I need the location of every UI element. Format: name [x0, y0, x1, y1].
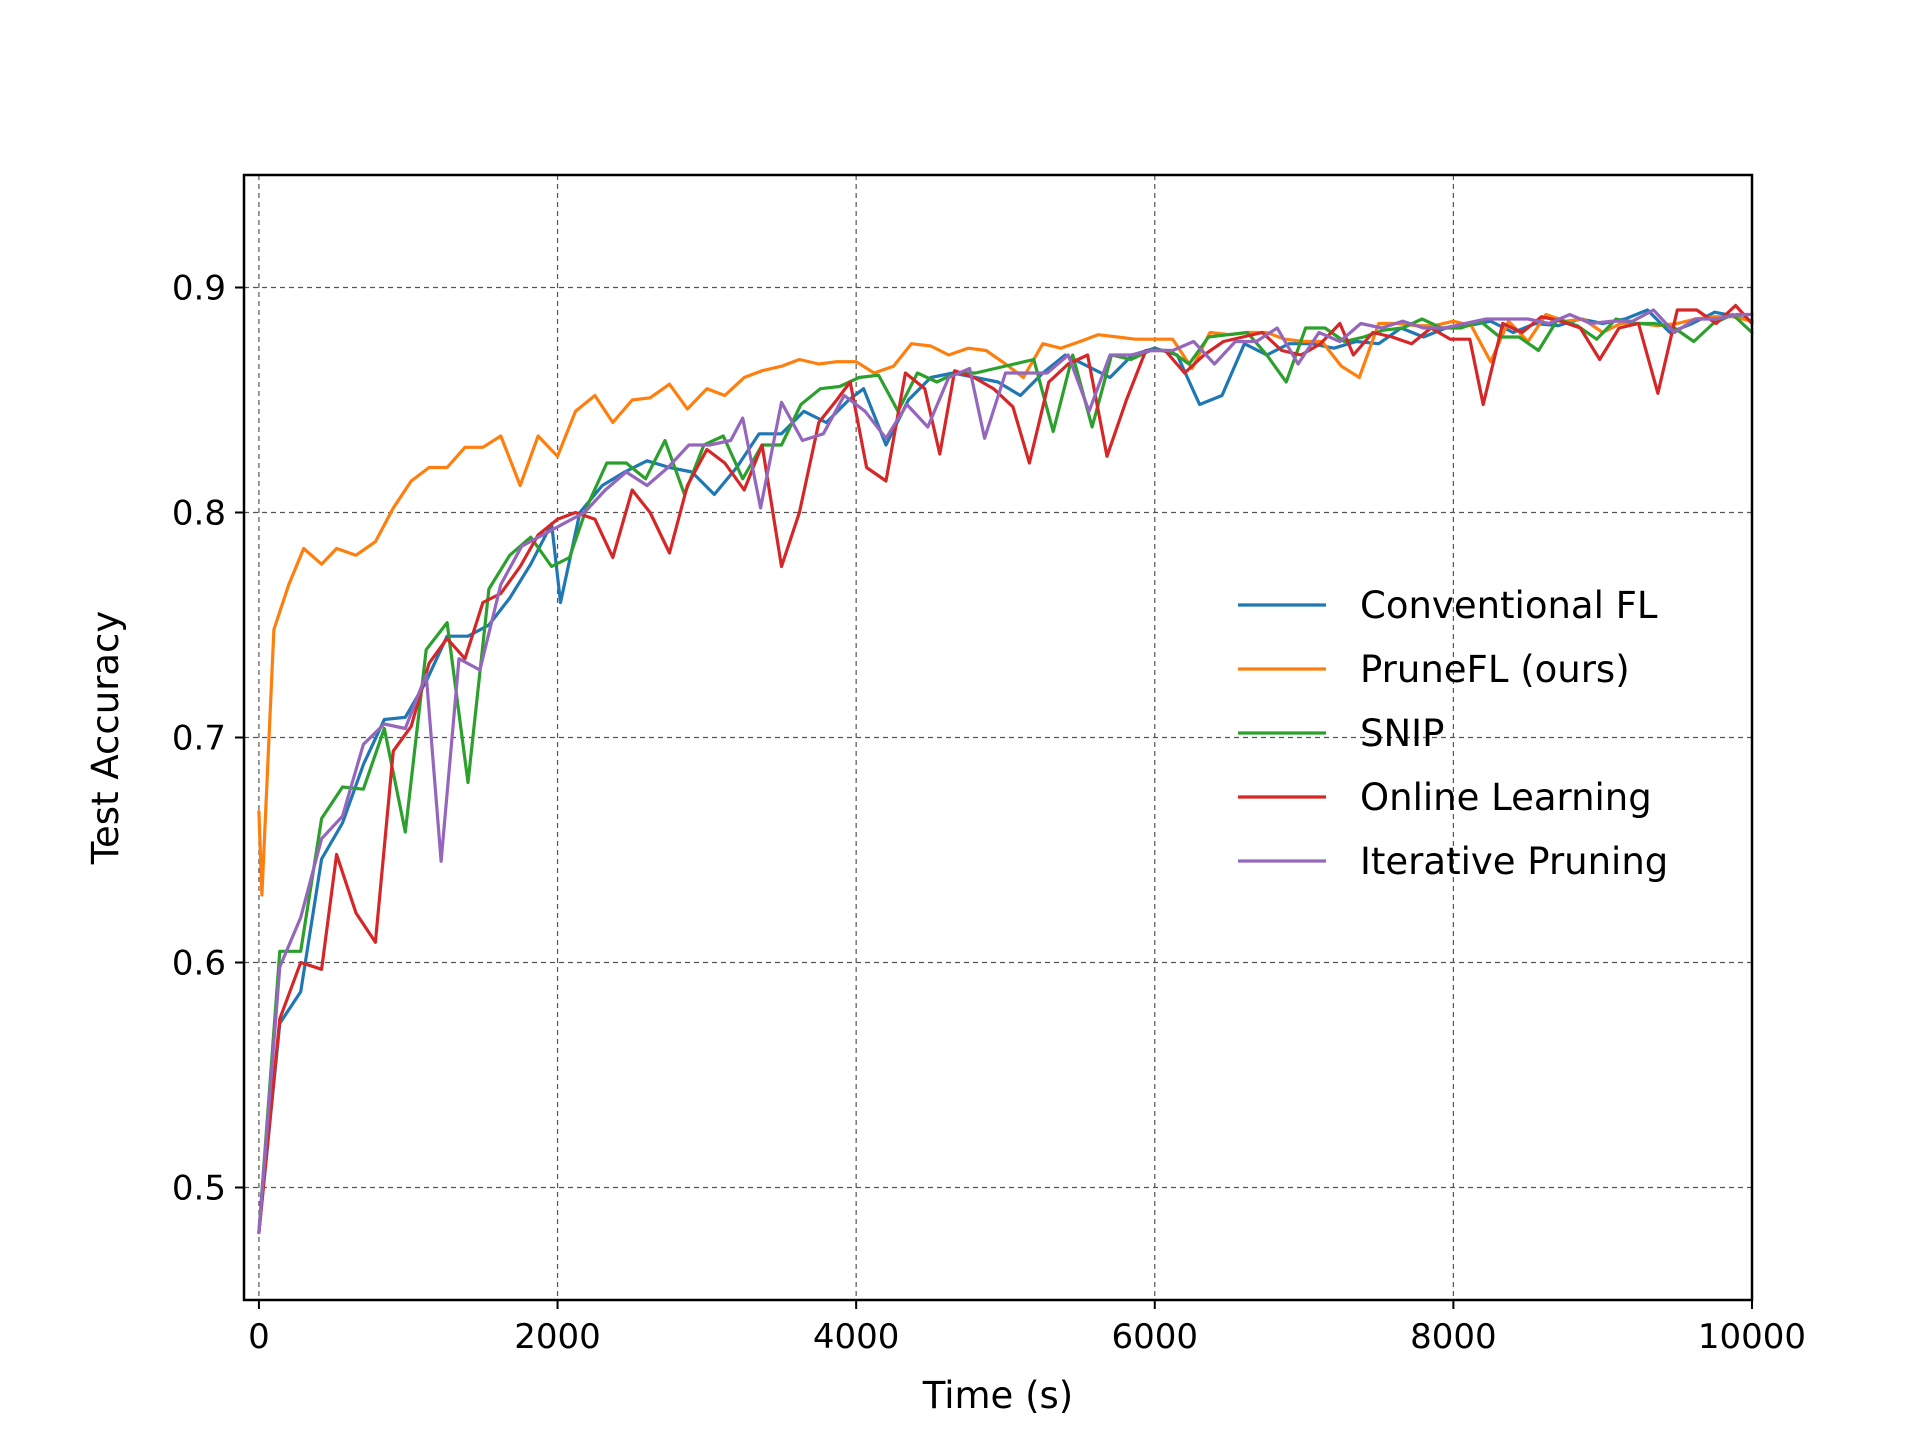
- x-tick-label: 10000: [1698, 1317, 1806, 1357]
- x-axis-label: Time (s): [922, 1374, 1073, 1417]
- y-tick-label: 0.6: [172, 944, 226, 984]
- legend-label: Conventional FL: [1360, 584, 1658, 627]
- legend: Conventional FL PruneFL (ours) SNIP Online …: [1238, 584, 1668, 883]
- y-tick-label: 0.9: [172, 269, 226, 309]
- x-tick-label: 4000: [813, 1317, 900, 1357]
- legend-label: SNIP: [1360, 712, 1444, 755]
- legend-label: Online Learning: [1360, 776, 1652, 819]
- series-line-snip: [257, 312, 1754, 1235]
- x-tick-label: 0: [248, 1317, 270, 1357]
- y-tick-label: 0.5: [172, 1169, 226, 1209]
- y-tick-label: 0.8: [172, 494, 226, 534]
- x-tick-label: 8000: [1410, 1317, 1497, 1357]
- series-line-online-learning: [257, 303, 1754, 1235]
- x-tick-label: 6000: [1112, 1317, 1199, 1357]
- legend-label: Iterative Pruning: [1360, 840, 1668, 883]
- series-lines: [257, 303, 1754, 1235]
- axis-ticks: 0 2000 4000 6000 8000 10000 0.5 0.6 0.7 0.8 0.9: [172, 269, 1806, 1358]
- x-tick-label: 2000: [514, 1317, 601, 1357]
- y-tick-label: 0.7: [172, 719, 226, 759]
- series-line-iterative-pruning: [257, 308, 1754, 1235]
- y-axis-label: Test Accuracy: [84, 611, 127, 866]
- legend-label: PruneFL (ours): [1360, 648, 1630, 691]
